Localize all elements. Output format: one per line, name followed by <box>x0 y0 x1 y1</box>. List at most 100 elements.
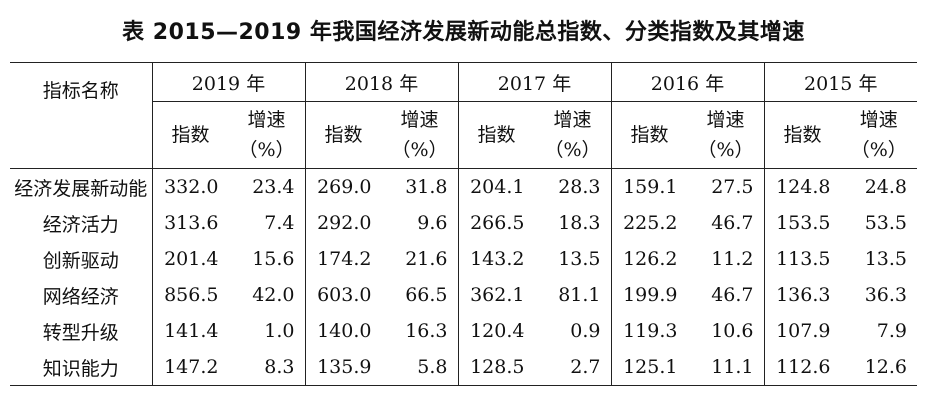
growth-value-cell: 7.4 <box>264 212 295 234</box>
growth-unit: （%） <box>850 139 907 161</box>
growth-value-cell: 23.4 <box>252 176 295 198</box>
year-header-row: 指标名称 2019 年 2018 年 2017 年 2016 年 2015 年 <box>10 62 917 169</box>
indicator-name-cell: 转型升级 <box>42 321 119 344</box>
indicator-name-cell: 经济活力 <box>42 213 119 236</box>
index-value-cell: 201.4 <box>151 241 229 277</box>
table-title: 表 2015—2019 年我国经济发展新动能总指数、分类指数及其增速 <box>122 20 805 45</box>
growth-value-cell: 36.3 <box>864 284 907 306</box>
index-value-cell: 128.5 <box>457 349 535 386</box>
index-header: 指数 <box>610 101 688 169</box>
year-header-2018: 2018 年 <box>304 62 458 102</box>
growth-value-cell: 13.5 <box>558 248 601 270</box>
index-value-cell: 856.5 <box>151 277 229 313</box>
index-value-cell: 204.1 <box>457 168 535 205</box>
growth-value-cell: 7.9 <box>876 320 907 342</box>
table-row: 知识能力 147.2 8.3 135.9 5.8 128.5 2.7 125.1 11.1 112… <box>10 349 917 386</box>
index-value-cell: 332.0 <box>151 168 229 205</box>
growth-header: 增速 （%） <box>534 101 611 169</box>
growth-label: 增速 <box>859 109 898 131</box>
growth-value-cell: 12.6 <box>864 356 907 378</box>
growth-unit: （%） <box>544 139 601 161</box>
growth-unit: （%） <box>238 139 295 161</box>
year-header-2017: 2017 年 <box>457 62 611 102</box>
index-value-cell: 113.5 <box>763 241 841 277</box>
growth-value-cell: 24.8 <box>864 176 907 198</box>
growth-value-cell: 9.6 <box>417 212 448 234</box>
index-value-cell: 140.0 <box>304 313 382 349</box>
index-value-cell: 125.1 <box>610 349 688 386</box>
table-row: 经济活力 313.6 7.4 292.0 9.6 266.5 18.3 225.2 46.7 15… <box>10 205 917 241</box>
growth-value-cell: 16.3 <box>405 320 448 342</box>
year-header-2019: 2019 年 <box>151 62 305 102</box>
table-row: 创新驱动 201.4 15.6 174.2 21.6 143.2 13.5 126.2 11.2… <box>10 241 917 277</box>
growth-label: 增速 <box>553 109 592 131</box>
index-header: 指数 <box>304 101 382 169</box>
index-value-cell: 266.5 <box>457 205 535 241</box>
growth-header: 增速 （%） <box>840 101 917 169</box>
index-value-cell: 124.8 <box>763 168 841 205</box>
index-value-cell: 135.9 <box>304 349 382 386</box>
growth-label: 增速 <box>400 109 439 131</box>
indicator-name-cell: 知识能力 <box>42 357 119 380</box>
growth-value-cell: 0.9 <box>570 320 601 342</box>
growth-value-cell: 21.6 <box>405 248 448 270</box>
subheader-row: 指数 增速 （%） 指数 增速 （%） 指数 增速 （%） 指数 增速 （%） 指数 增速 （%） <box>10 101 917 169</box>
growth-value-cell: 11.2 <box>711 248 754 270</box>
index-header: 指数 <box>457 101 535 169</box>
growth-value-cell: 1.0 <box>264 320 295 342</box>
growth-value-cell: 2.7 <box>570 356 601 378</box>
index-value-cell: 225.2 <box>610 205 688 241</box>
index-value-cell: 362.1 <box>457 277 535 313</box>
growth-value-cell: 46.7 <box>711 284 754 306</box>
growth-label: 增速 <box>247 109 286 131</box>
growth-value-cell: 11.1 <box>711 356 754 378</box>
growth-unit: （%） <box>391 139 448 161</box>
index-value-cell: 603.0 <box>304 277 382 313</box>
growth-value-cell: 10.6 <box>711 320 754 342</box>
table-row: 经济发展新动能 332.0 23.4 269.0 31.8 204.1 28.3 159.1 2… <box>10 168 917 205</box>
indicator-name-cell: 网络经济 <box>42 285 119 308</box>
index-value-cell: 153.5 <box>763 205 841 241</box>
index-value-cell: 141.4 <box>151 313 229 349</box>
growth-value-cell: 15.6 <box>252 248 295 270</box>
index-header: 指数 <box>763 101 841 169</box>
year-header-2016: 2016 年 <box>610 62 764 102</box>
growth-value-cell: 66.5 <box>405 284 448 306</box>
index-value-cell: 120.4 <box>457 313 535 349</box>
index-value-cell: 292.0 <box>304 205 382 241</box>
growth-value-cell: 81.1 <box>558 284 601 306</box>
indicator-name-header: 指标名称 <box>10 62 152 169</box>
growth-header: 增速 （%） <box>687 101 764 169</box>
growth-value-cell: 8.3 <box>264 356 295 378</box>
year-header-2015: 2015 年 <box>763 62 917 102</box>
growth-header: 增速 （%） <box>381 101 458 169</box>
index-value-cell: 126.2 <box>610 241 688 277</box>
growth-label: 增速 <box>706 109 745 131</box>
index-value-cell: 119.3 <box>610 313 688 349</box>
index-value-cell: 199.9 <box>610 277 688 313</box>
growth-value-cell: 5.8 <box>417 356 448 378</box>
growth-value-cell: 53.5 <box>864 212 907 234</box>
index-value-cell: 112.6 <box>763 349 841 386</box>
growth-value-cell: 27.5 <box>711 176 754 198</box>
indicator-name-label: 指标名称 <box>42 80 119 102</box>
growth-value-cell: 46.7 <box>711 212 754 234</box>
table-row: 网络经济 856.5 42.0 603.0 66.5 362.1 81.1 199.9 46.7… <box>10 277 917 313</box>
growth-unit: （%） <box>697 139 754 161</box>
index-value-cell: 269.0 <box>304 168 382 205</box>
growth-value-cell: 28.3 <box>558 176 601 198</box>
index-value-cell: 147.2 <box>151 349 229 386</box>
growth-value-cell: 18.3 <box>558 212 601 234</box>
growth-value-cell: 31.8 <box>405 176 448 198</box>
indicator-name-cell: 创新驱动 <box>42 249 119 272</box>
index-value-cell: 159.1 <box>610 168 688 205</box>
growth-value-cell: 13.5 <box>864 248 907 270</box>
indicator-name-cell: 经济发展新动能 <box>14 177 148 200</box>
data-table: 指标名称 2019 年 2018 年 2017 年 2016 年 2015 年 … <box>10 62 917 386</box>
index-value-cell: 174.2 <box>304 241 382 277</box>
index-value-cell: 313.6 <box>151 205 229 241</box>
growth-header: 增速 （%） <box>228 101 305 169</box>
index-value-cell: 107.9 <box>763 313 841 349</box>
index-header: 指数 <box>151 101 229 169</box>
index-value-cell: 136.3 <box>763 277 841 313</box>
